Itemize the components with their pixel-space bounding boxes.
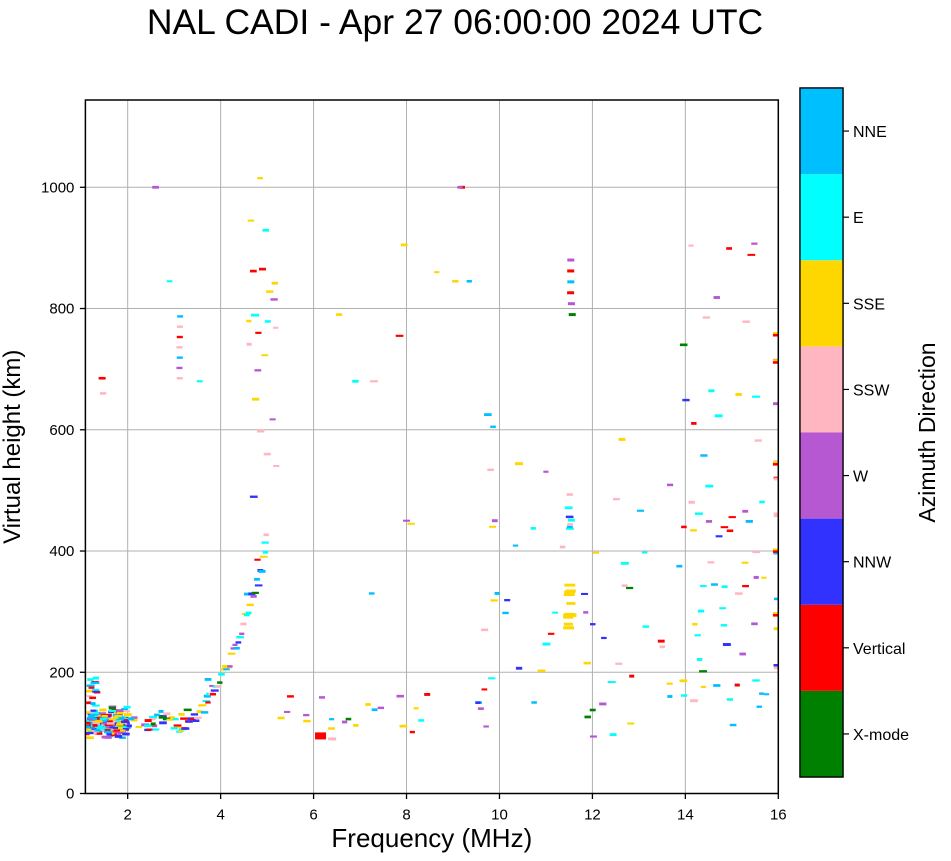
svg-text:Frequency (MHz): Frequency (MHz) [331, 823, 532, 853]
svg-text:2: 2 [124, 807, 132, 824]
svg-text:14: 14 [677, 807, 694, 824]
svg-text:8: 8 [402, 807, 410, 824]
svg-text:10: 10 [491, 807, 508, 824]
svg-text:SSE: SSE [853, 296, 885, 313]
svg-text:6: 6 [309, 807, 317, 824]
svg-text:Azimuth Direction: Azimuth Direction [914, 342, 940, 522]
svg-text:E: E [853, 210, 864, 227]
svg-text:NAL CADI - Apr 27 06:00:00 202: NAL CADI - Apr 27 06:00:00 2024 UTC [147, 2, 763, 42]
svg-text:600: 600 [49, 422, 74, 439]
svg-text:NNW: NNW [853, 555, 892, 572]
svg-text:4: 4 [216, 807, 224, 824]
svg-text:800: 800 [49, 301, 74, 318]
svg-text:NNE: NNE [853, 124, 887, 141]
svg-text:1000: 1000 [41, 179, 74, 196]
svg-text:X-mode: X-mode [853, 727, 909, 744]
svg-text:16: 16 [770, 807, 787, 824]
svg-text:Vertical: Vertical [853, 641, 905, 658]
svg-text:400: 400 [49, 543, 74, 560]
svg-text:12: 12 [584, 807, 601, 824]
svg-text:0: 0 [66, 786, 74, 803]
svg-text:Virtual height (km): Virtual height (km) [0, 350, 26, 544]
svg-text:W: W [853, 469, 869, 486]
svg-text:200: 200 [49, 664, 74, 681]
svg-text:SSW: SSW [853, 382, 890, 399]
